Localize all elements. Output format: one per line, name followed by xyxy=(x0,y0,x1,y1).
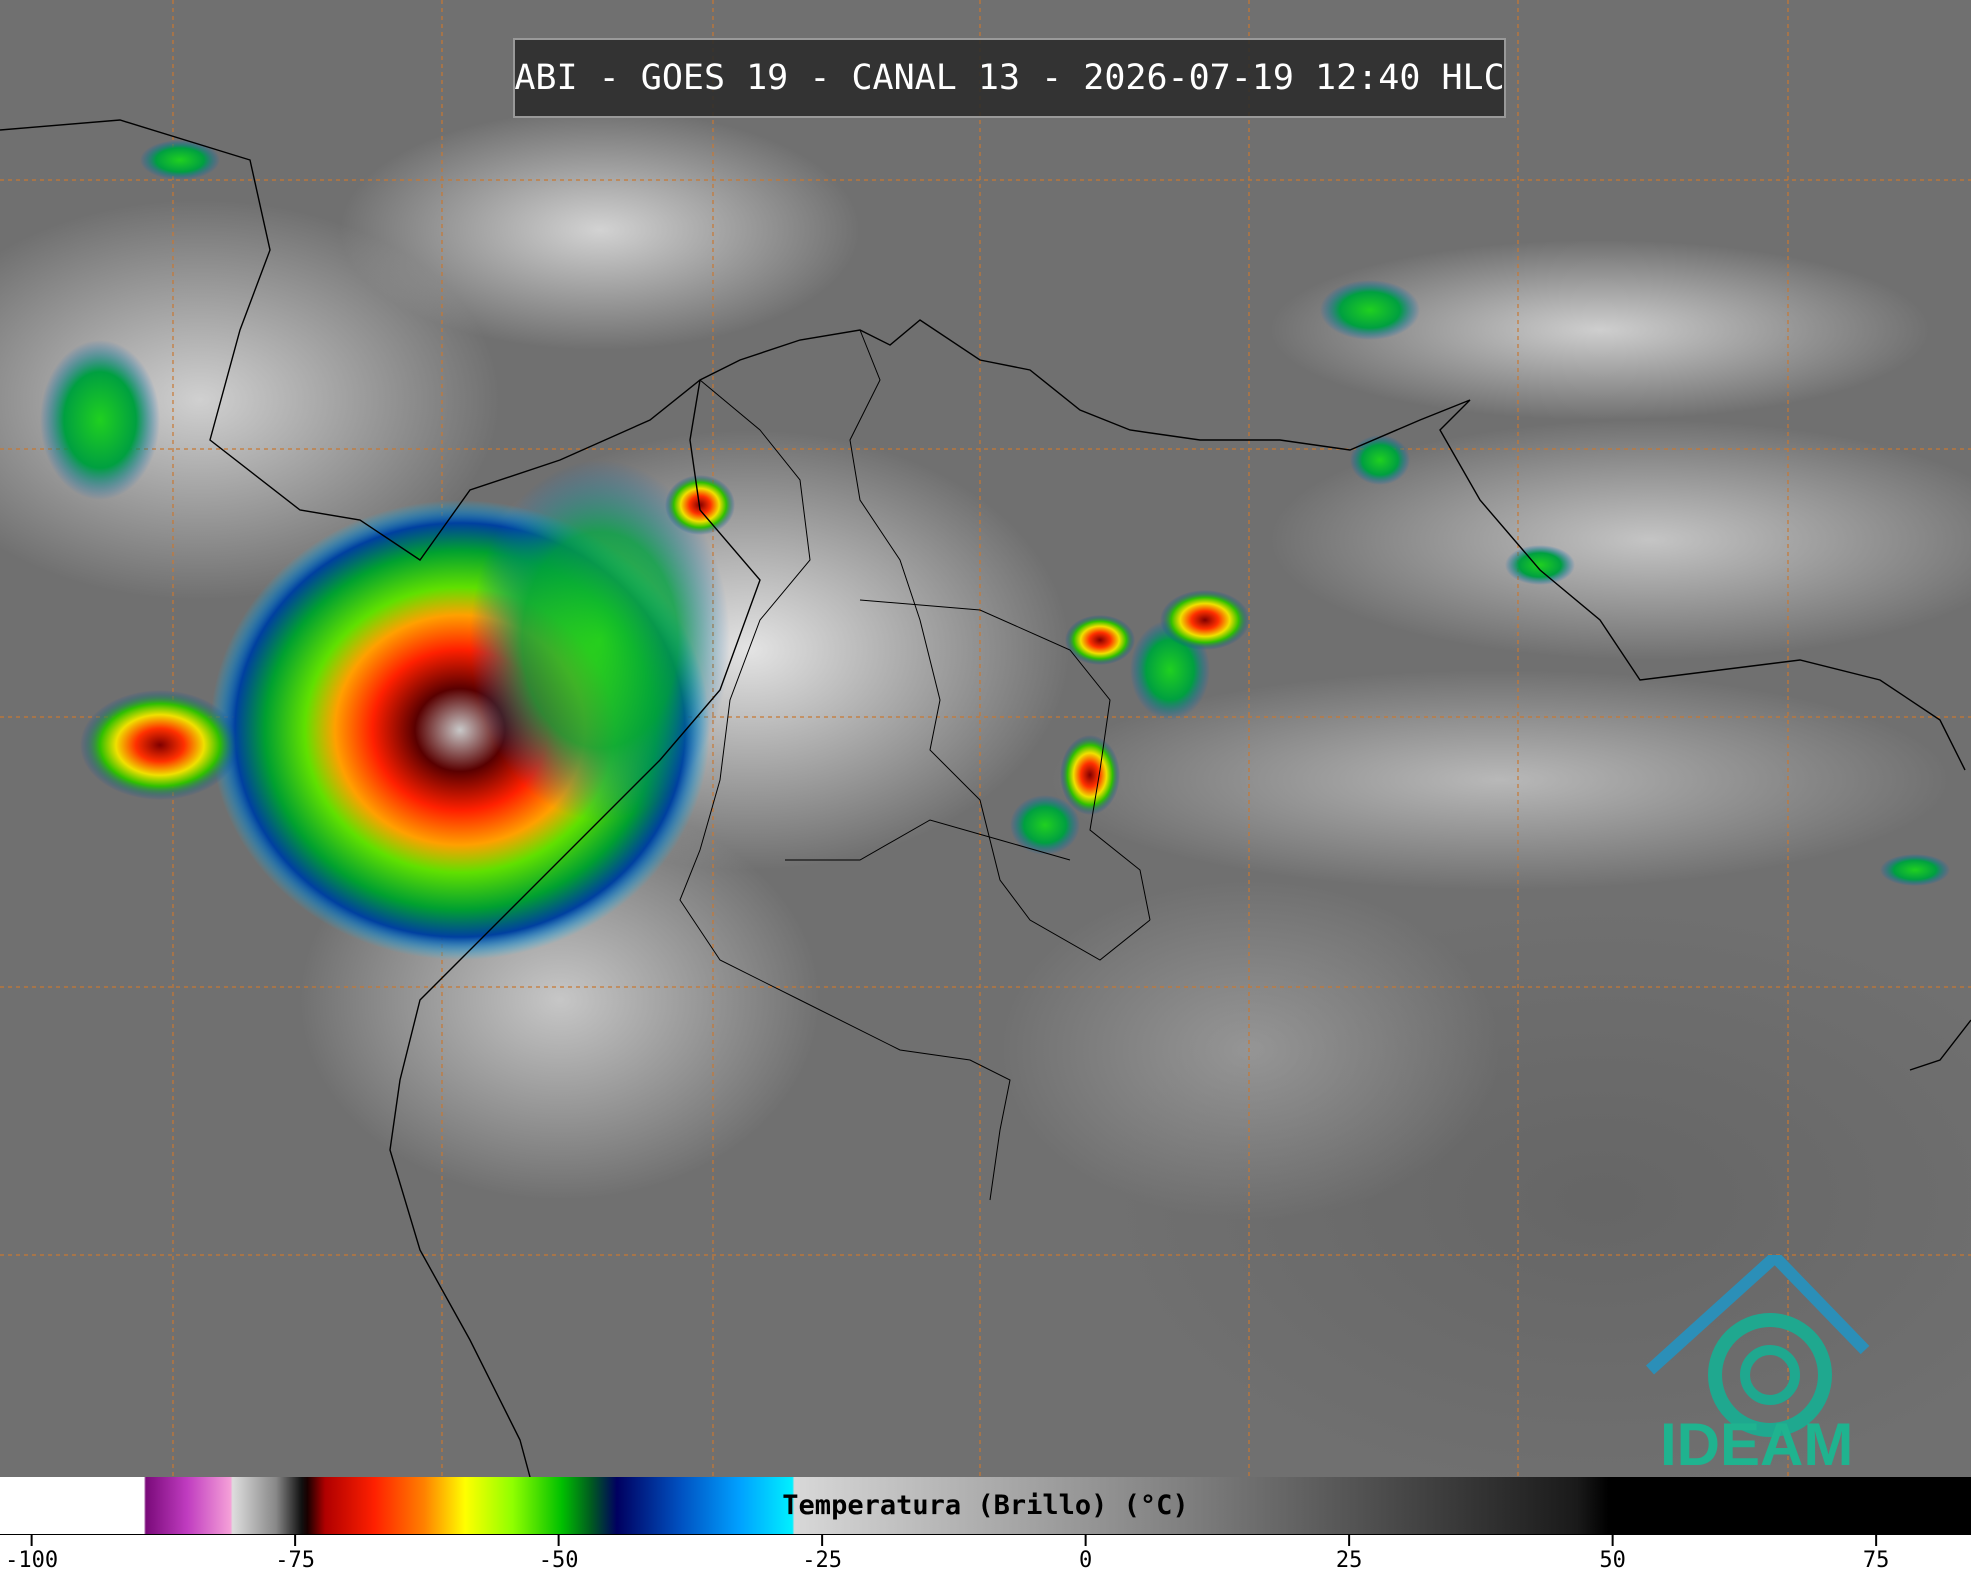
coastlines xyxy=(0,119,1971,1477)
logo-mark xyxy=(1645,1255,1870,1437)
logo-text: IDEAM xyxy=(1660,1411,1854,1478)
tick-label: -100 xyxy=(5,1548,58,1573)
convective-clouds xyxy=(40,140,1950,960)
tick-label: -50 xyxy=(539,1548,579,1573)
tick-label: 75 xyxy=(1863,1548,1890,1573)
tick-label: 0 xyxy=(1079,1548,1092,1573)
title-box: ABI - GOES 19 - CANAL 13 - 2026-07-19 12… xyxy=(513,38,1506,118)
tick-label: -75 xyxy=(275,1548,315,1573)
map-overlay xyxy=(0,0,1971,1477)
tick-label: 25 xyxy=(1336,1548,1363,1573)
colorbar-axis: -100 -75 -50 -25 0 25 50 75 xyxy=(0,1534,1971,1573)
satellite-image xyxy=(0,0,1971,1477)
borders xyxy=(679,329,1151,1201)
colorbar: Temperatura (Brillo) (°C) xyxy=(0,1477,1971,1534)
tick-label: -25 xyxy=(802,1548,842,1573)
colorbar-label: Temperatura (Brillo) (°C) xyxy=(782,1490,1189,1521)
tick-label: 50 xyxy=(1599,1548,1626,1573)
title: ABI - GOES 19 - CANAL 13 - 2026-07-19 12… xyxy=(514,58,1505,98)
